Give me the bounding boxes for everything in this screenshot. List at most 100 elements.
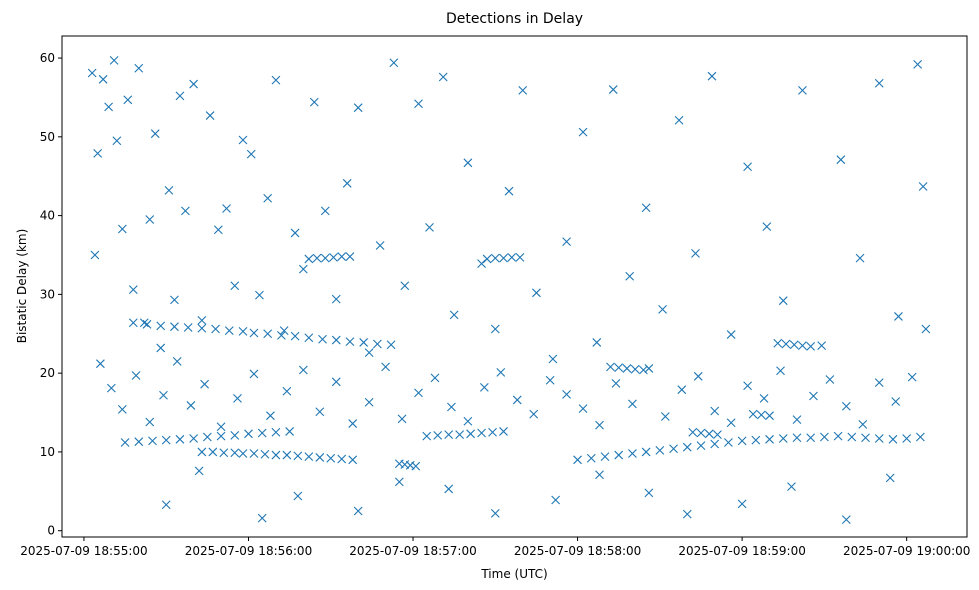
data-point (120, 438, 130, 447)
data-point (737, 499, 747, 509)
data-point (219, 448, 229, 458)
data-point (400, 281, 410, 291)
data-point (444, 484, 454, 494)
data-point (743, 162, 752, 172)
data-point (778, 434, 788, 443)
data-point (359, 338, 369, 347)
data-point (781, 339, 791, 349)
data-point (463, 416, 473, 426)
data-point (592, 338, 602, 347)
data-point (285, 427, 295, 436)
data-point (888, 434, 898, 444)
data-point (337, 454, 347, 464)
data-point (548, 354, 558, 364)
data-point (331, 335, 341, 345)
data-point (765, 434, 774, 444)
data-point (249, 369, 259, 379)
data-point (96, 359, 105, 369)
data-point (164, 186, 174, 195)
data-point (726, 330, 736, 339)
data-point (298, 264, 308, 274)
data-point (249, 328, 259, 338)
data-point (233, 393, 242, 403)
data-point (820, 432, 829, 442)
chart-title: Detections in Delay (446, 11, 583, 27)
data-point (422, 431, 432, 441)
data-point (499, 427, 508, 436)
data-point (266, 411, 275, 421)
data-point (704, 429, 714, 439)
data-point (595, 420, 604, 430)
data-point (438, 72, 448, 82)
data-point (806, 341, 816, 351)
data-point (304, 333, 314, 343)
data-point (874, 78, 884, 88)
data-point (411, 461, 421, 471)
data-point (737, 436, 747, 446)
data-point (921, 324, 931, 334)
data-point (112, 136, 122, 146)
data-point (389, 58, 399, 68)
data-point (230, 430, 240, 440)
data-point (625, 271, 635, 281)
data-point (748, 409, 758, 419)
x-tick-label: 2025-07-09 18:56:00 (185, 544, 312, 558)
data-point (847, 432, 857, 442)
data-point (907, 372, 917, 382)
data-point (841, 515, 851, 525)
data-point (364, 348, 374, 358)
data-point (156, 321, 166, 331)
data-point (211, 324, 220, 334)
data-point (394, 477, 404, 487)
data-point (104, 102, 114, 112)
data-point (562, 390, 571, 399)
data-point (449, 310, 459, 320)
data-point (691, 249, 700, 258)
data-point (479, 382, 489, 392)
data-point (279, 326, 289, 336)
data-point (466, 429, 476, 439)
data-point (482, 254, 492, 264)
data-point (290, 228, 300, 238)
data-point (894, 312, 903, 321)
data-point (282, 386, 292, 396)
data-point (674, 115, 684, 125)
data-point (318, 334, 327, 344)
data-point (98, 74, 108, 84)
data-point (765, 411, 774, 421)
data-point (515, 252, 525, 262)
y-axis-label: Bistatic Delay (km) (15, 229, 29, 344)
data-point (224, 326, 234, 336)
data-point (293, 491, 303, 501)
data-point (139, 318, 149, 328)
data-point (622, 364, 632, 373)
data-point (606, 362, 615, 372)
y-tick-label: 10 (40, 445, 55, 459)
data-point (197, 447, 207, 457)
data-point (874, 434, 884, 443)
data-point (183, 323, 193, 332)
data-point (181, 206, 190, 216)
y-tick-label: 20 (40, 366, 55, 380)
data-point (156, 343, 166, 353)
data-point (298, 365, 308, 375)
data-point (639, 365, 648, 375)
data-point (271, 427, 281, 437)
x-tick-label: 2025-07-09 18:58:00 (514, 544, 641, 558)
data-point (789, 340, 799, 350)
x-tick-label: 2025-07-09 18:55:00 (20, 544, 147, 558)
data-point (858, 419, 868, 429)
data-point (172, 356, 182, 366)
data-point (551, 495, 561, 505)
data-point (696, 441, 706, 451)
data-point (123, 95, 133, 105)
data-point (425, 223, 434, 232)
data-point (490, 324, 500, 334)
data-point (490, 253, 500, 263)
data-point (216, 431, 226, 441)
data-point (861, 433, 870, 443)
data-point (507, 252, 517, 262)
data-point (776, 366, 785, 376)
data-point (455, 430, 465, 439)
data-point (611, 379, 621, 388)
